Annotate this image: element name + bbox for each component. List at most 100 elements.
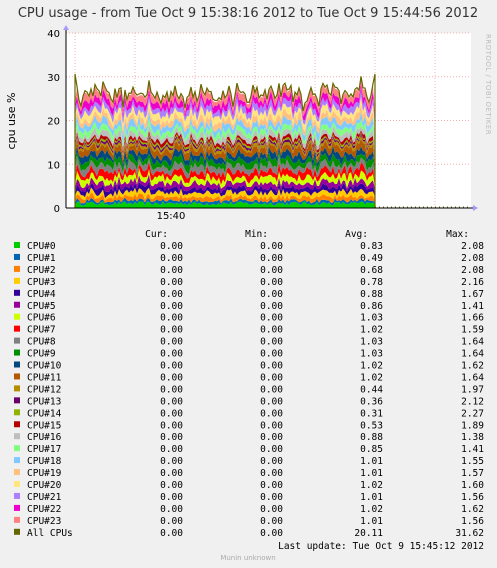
legend-value: 0.00 [260, 384, 283, 395]
legend-value: 0.00 [260, 444, 283, 455]
area-cpu-10 [75, 145, 375, 173]
legend-value: 0.00 [160, 289, 183, 300]
legend-value: 0.00 [260, 372, 283, 383]
legend-value: 0.00 [260, 349, 283, 360]
legend-swatch [14, 301, 20, 308]
legend-value: 0.00 [160, 325, 183, 336]
legend-value: 0.78 [360, 277, 383, 288]
legend-value: 31.62 [455, 528, 484, 539]
y-tick-label: 0 [54, 204, 60, 215]
legend-series-name: CPU#21 [27, 492, 62, 503]
y-tick-label: 40 [47, 29, 60, 40]
legend-swatch [14, 409, 20, 416]
legend-series-name: CPU#19 [27, 468, 62, 479]
legend-value: 1.55 [461, 456, 484, 467]
legend-value: 0.00 [260, 396, 283, 407]
legend-value: 0.00 [160, 528, 183, 539]
legend-value: 0.00 [260, 492, 283, 503]
y-axis-label: cpu use % [5, 93, 18, 150]
area-cpu-8 [75, 154, 375, 182]
legend-value: 1.02 [360, 504, 383, 515]
legend-value: 0.00 [160, 372, 183, 383]
legend-swatch [14, 433, 20, 440]
area-cpu-13 [75, 132, 375, 163]
legend-series-name: CPU#18 [27, 456, 62, 467]
legend-value: 0.00 [260, 265, 283, 276]
area-cpu-11 [75, 138, 375, 169]
legend-value: 0.00 [160, 396, 183, 407]
legend-value: 0.00 [160, 456, 183, 467]
area-cpu-3 [75, 187, 375, 201]
legend-value: 0.00 [160, 468, 183, 479]
area-cpu-6 [75, 168, 375, 190]
legend-series-name: CPU#17 [27, 444, 61, 455]
legend-swatch [14, 492, 20, 499]
legend-value: 1.41 [461, 444, 484, 455]
legend-value: 0.00 [260, 408, 283, 419]
legend-column-header: Max: [446, 229, 469, 240]
area-cpu-1 [75, 197, 375, 206]
legend-value: 0.00 [260, 277, 283, 288]
munin-credit: Munin unknown [220, 554, 275, 562]
legend-swatch [14, 516, 20, 523]
legend-value: 0.00 [260, 301, 283, 312]
legend-swatch [14, 337, 20, 344]
legend-swatch [14, 277, 20, 284]
legend-value: 0.49 [360, 253, 383, 264]
legend-column-header: Avg: [345, 229, 368, 240]
legend-value: 2.16 [461, 277, 484, 288]
legend-swatch [14, 289, 20, 296]
legend-value: 1.03 [360, 337, 383, 348]
legend-value: 0.00 [160, 492, 183, 503]
side-watermark: RRDTOOL / TOBI OETIKER [484, 34, 492, 135]
legend-series-name: CPU#14 [27, 408, 62, 419]
legend-value: 1.38 [461, 432, 484, 443]
legend-swatch [14, 469, 20, 476]
area-cpu-16 [75, 124, 375, 157]
legend-series-name: CPU#6 [27, 313, 56, 324]
legend-swatch [14, 528, 20, 535]
area-cpu-5 [75, 174, 375, 194]
legend-value: 2.12 [461, 396, 484, 407]
legend-value: 0.00 [160, 420, 183, 431]
legend-value: 1.64 [461, 372, 484, 383]
legend-value: 0.31 [360, 408, 383, 419]
legend-swatch [14, 397, 20, 404]
legend-value: 0.00 [260, 313, 283, 324]
legend-value: 1.64 [461, 337, 484, 348]
legend-swatch [14, 481, 20, 487]
legend-swatch [14, 349, 20, 356]
legend-value: 0.00 [260, 528, 283, 539]
legend-value: 0.00 [260, 420, 283, 431]
legend-value: 1.03 [360, 313, 383, 324]
legend-value: 2.08 [461, 241, 484, 252]
line-all-cpus [74, 73, 376, 208]
legend-column-header: Cur: [145, 229, 168, 240]
area-cpu-4 [75, 181, 375, 199]
legend-series-name: CPU#3 [27, 277, 56, 288]
legend-value: 1.02 [360, 361, 383, 372]
y-axis-arrow [63, 25, 69, 30]
legend-value: 0.00 [260, 361, 283, 372]
area-cpu-9 [75, 151, 375, 176]
area-cpu-15 [75, 130, 375, 159]
legend-series-name: CPU#11 [27, 372, 62, 383]
legend-value: 1.01 [360, 468, 383, 479]
legend-value: 0.00 [160, 277, 183, 288]
legend-series-name: CPU#7 [27, 325, 56, 336]
legend-value: 0.00 [160, 432, 183, 443]
legend-value: 0.00 [260, 432, 283, 443]
legend-value: 2.27 [461, 408, 484, 419]
legend-value: 1.59 [461, 325, 484, 336]
legend-swatch [14, 457, 20, 464]
legend-value: 1.02 [360, 372, 383, 383]
legend-value: 0.00 [160, 265, 183, 276]
legend-swatch [14, 325, 20, 332]
legend-value: 0.00 [260, 289, 283, 300]
last-update: Last update: Tue Oct 9 15:45:12 2012 [278, 541, 484, 552]
legend-swatch [14, 421, 20, 428]
area-cpu-20 [75, 96, 375, 135]
legend-value: 0.88 [360, 289, 383, 300]
x-axis-arrow [473, 205, 478, 211]
